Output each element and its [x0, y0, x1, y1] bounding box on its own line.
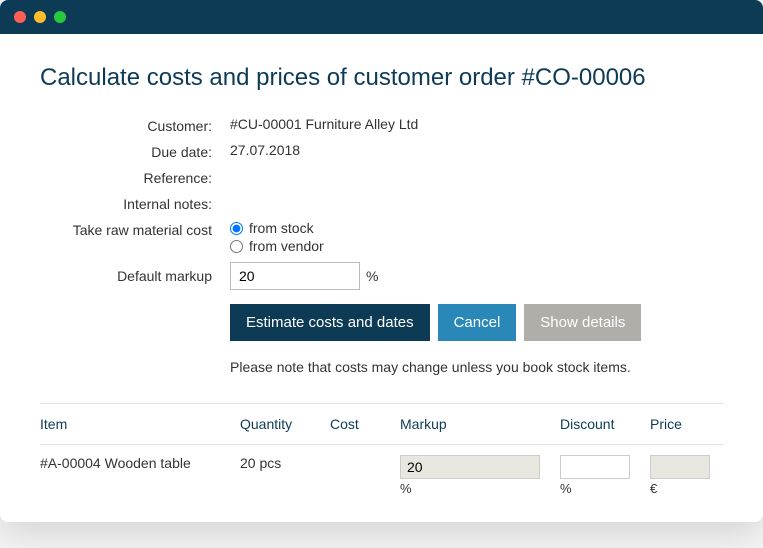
button-row: Estimate costs and dates Cancel Show det… [230, 304, 723, 341]
header-cost: Cost [330, 416, 400, 432]
cell-item: #A-00004 Wooden table [40, 455, 240, 471]
default-markup-unit: % [366, 268, 378, 284]
header-price: Price [650, 416, 720, 432]
price-input[interactable] [650, 455, 710, 479]
customer-label: Customer: [40, 116, 230, 134]
minimize-icon[interactable] [34, 11, 46, 23]
default-markup-row: Default markup % [40, 262, 723, 290]
cell-quantity: 20 pcs [240, 455, 330, 471]
price-unit: € [650, 481, 720, 496]
raw-material-options: from stock from vendor [230, 220, 723, 254]
radio-from-stock-label: from stock [249, 220, 314, 236]
titlebar [0, 0, 763, 34]
markup-input[interactable] [400, 455, 540, 479]
cell-discount: % [560, 455, 650, 496]
default-markup-wrap: % [230, 262, 723, 290]
raw-material-label: Take raw material cost [40, 220, 230, 238]
raw-material-row: Take raw material cost from stock from v… [40, 220, 723, 254]
close-icon[interactable] [14, 11, 26, 23]
cancel-button[interactable]: Cancel [438, 304, 517, 341]
internal-notes-label: Internal notes: [40, 194, 230, 212]
discount-input[interactable] [560, 455, 630, 479]
due-date-row: Due date: 27.07.2018 [40, 142, 723, 160]
items-table: Item Quantity Cost Markup Discount Price… [40, 403, 723, 502]
customer-row: Customer: #CU-00001 Furniture Alley Ltd [40, 116, 723, 134]
header-discount: Discount [560, 416, 650, 432]
radio-from-stock-input[interactable] [230, 222, 243, 235]
content-area: Calculate costs and prices of customer o… [0, 34, 763, 522]
internal-notes-row: Internal notes: [40, 194, 723, 212]
discount-unit: % [560, 481, 650, 496]
show-details-button[interactable]: Show details [524, 304, 641, 341]
reference-row: Reference: [40, 168, 723, 186]
maximize-icon[interactable] [54, 11, 66, 23]
header-item: Item [40, 416, 240, 432]
radio-from-vendor-label: from vendor [249, 238, 324, 254]
reference-label: Reference: [40, 168, 230, 186]
cell-price: € [650, 455, 720, 496]
radio-from-vendor-input[interactable] [230, 240, 243, 253]
cell-markup: % [400, 455, 560, 496]
header-quantity: Quantity [240, 416, 330, 432]
default-markup-input[interactable] [230, 262, 360, 290]
default-markup-label: Default markup [40, 262, 230, 284]
radio-from-vendor[interactable]: from vendor [230, 238, 723, 254]
table-row: #A-00004 Wooden table 20 pcs % % € [40, 444, 723, 502]
due-date-label: Due date: [40, 142, 230, 160]
table-header: Item Quantity Cost Markup Discount Price [40, 404, 723, 444]
customer-value: #CU-00001 Furniture Alley Ltd [230, 116, 723, 132]
window-controls [14, 11, 66, 23]
markup-unit: % [400, 481, 560, 496]
radio-from-stock[interactable]: from stock [230, 220, 723, 236]
due-date-value: 27.07.2018 [230, 142, 723, 158]
note-text: Please note that costs may change unless… [230, 359, 723, 375]
estimate-button[interactable]: Estimate costs and dates [230, 304, 430, 341]
page-title: Calculate costs and prices of customer o… [40, 64, 723, 92]
app-window: Calculate costs and prices of customer o… [0, 0, 763, 522]
header-markup: Markup [400, 416, 560, 432]
